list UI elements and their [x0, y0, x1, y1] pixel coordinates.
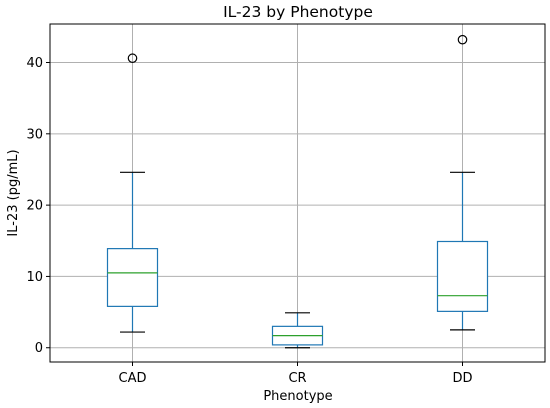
y-tick-label: 40	[26, 56, 43, 71]
x-tick-label: CR	[288, 371, 306, 386]
box-iqr	[436, 240, 489, 312]
x-axis-label: Phenotype	[263, 389, 332, 404]
box-dd	[436, 34, 489, 331]
x-tick-label: CAD	[119, 371, 147, 386]
y-tick-label: 0	[35, 341, 43, 356]
outlier-point	[457, 34, 468, 45]
axis-ticks: 0 10 20 30 40 CAD CR DD	[26, 56, 472, 386]
y-tick-label: 20	[26, 199, 43, 214]
y-tick-label: 10	[26, 270, 43, 285]
box-iqr	[106, 248, 159, 307]
y-tick-label: 30	[26, 127, 43, 142]
chart-title: IL-23 by Phenotype	[223, 3, 373, 21]
box-cr	[271, 312, 324, 349]
box-cad	[106, 53, 159, 333]
outlier-point	[127, 53, 138, 64]
box-series	[106, 34, 489, 349]
y-axis-label: IL-23 (pg/mL)	[6, 149, 21, 236]
x-tick-label: DD	[452, 371, 472, 386]
